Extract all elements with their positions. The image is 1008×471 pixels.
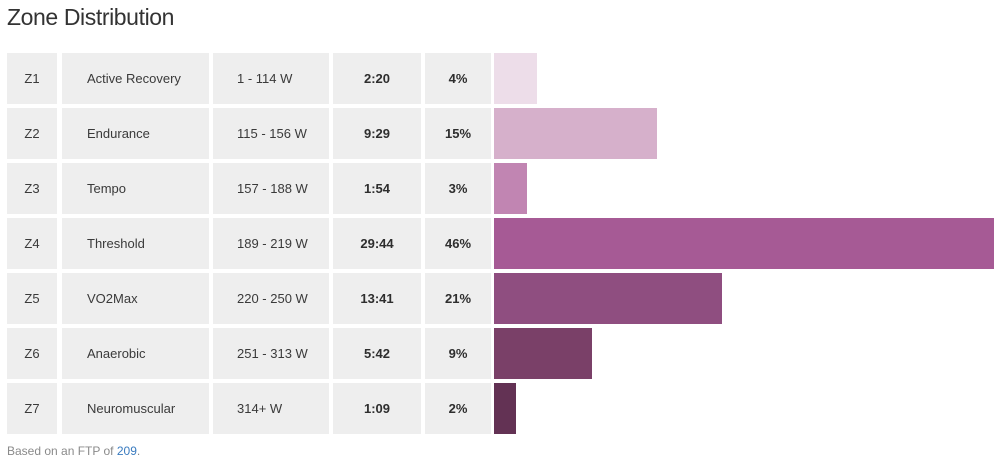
zone-row: Z5 VO2Max 220 - 250 W 13:41 21% <box>7 273 997 324</box>
zone-label: Z2 <box>7 108 57 159</box>
zone-bar <box>494 108 657 159</box>
ftp-footnote-prefix: Based on an FTP of <box>7 444 117 458</box>
zone-name: Endurance <box>62 108 209 159</box>
zone-power-range: 115 - 156 W <box>213 108 329 159</box>
zone-name: Anaerobic <box>62 328 209 379</box>
zone-percent: 46% <box>425 218 491 269</box>
zone-power-range: 251 - 313 W <box>213 328 329 379</box>
zone-time: 1:54 <box>333 163 421 214</box>
zone-row: Z4 Threshold 189 - 219 W 29:44 46% <box>7 218 997 269</box>
zone-name: VO2Max <box>62 273 209 324</box>
zone-percent: 21% <box>425 273 491 324</box>
zone-bar <box>494 53 537 104</box>
zone-time: 5:42 <box>333 328 421 379</box>
zone-power-range: 157 - 188 W <box>213 163 329 214</box>
zone-row: Z2 Endurance 115 - 156 W 9:29 15% <box>7 108 997 159</box>
zone-power-range: 1 - 114 W <box>213 53 329 104</box>
zone-bar <box>494 273 722 324</box>
zone-time: 29:44 <box>333 218 421 269</box>
zone-power-range: 220 - 250 W <box>213 273 329 324</box>
zone-bar <box>494 383 516 434</box>
zone-percent: 4% <box>425 53 491 104</box>
zone-label: Z4 <box>7 218 57 269</box>
chart-title: Zone Distribution <box>7 4 175 30</box>
zone-time: 1:09 <box>333 383 421 434</box>
ftp-footnote: Based on an FTP of 209. <box>7 444 140 458</box>
zone-label: Z3 <box>7 163 57 214</box>
zone-name: Active Recovery <box>62 53 209 104</box>
zone-label: Z6 <box>7 328 57 379</box>
zone-percent: 9% <box>425 328 491 379</box>
zone-row: Z6 Anaerobic 251 - 313 W 5:42 9% <box>7 328 997 379</box>
zone-label: Z1 <box>7 53 57 104</box>
zone-time: 2:20 <box>333 53 421 104</box>
zone-time: 13:41 <box>333 273 421 324</box>
zone-label: Z7 <box>7 383 57 434</box>
zone-name: Threshold <box>62 218 209 269</box>
zone-name: Neuromuscular <box>62 383 209 434</box>
zone-percent: 15% <box>425 108 491 159</box>
zone-bar <box>494 218 994 269</box>
zone-row: Z7 Neuromuscular 314+ W 1:09 2% <box>7 383 997 434</box>
zone-power-range: 314+ W <box>213 383 329 434</box>
zone-percent: 2% <box>425 383 491 434</box>
zone-row: Z1 Active Recovery 1 - 114 W 2:20 4% <box>7 53 997 104</box>
ftp-footnote-suffix: . <box>136 444 141 458</box>
ftp-value-link[interactable]: 209 <box>116 444 137 458</box>
zone-percent: 3% <box>425 163 491 214</box>
zone-time: 9:29 <box>333 108 421 159</box>
zone-name: Tempo <box>62 163 209 214</box>
zone-bar <box>494 328 592 379</box>
zone-label: Z5 <box>7 273 57 324</box>
zone-row: Z3 Tempo 157 - 188 W 1:54 3% <box>7 163 997 214</box>
zone-bar <box>494 163 527 214</box>
zone-power-range: 189 - 219 W <box>213 218 329 269</box>
